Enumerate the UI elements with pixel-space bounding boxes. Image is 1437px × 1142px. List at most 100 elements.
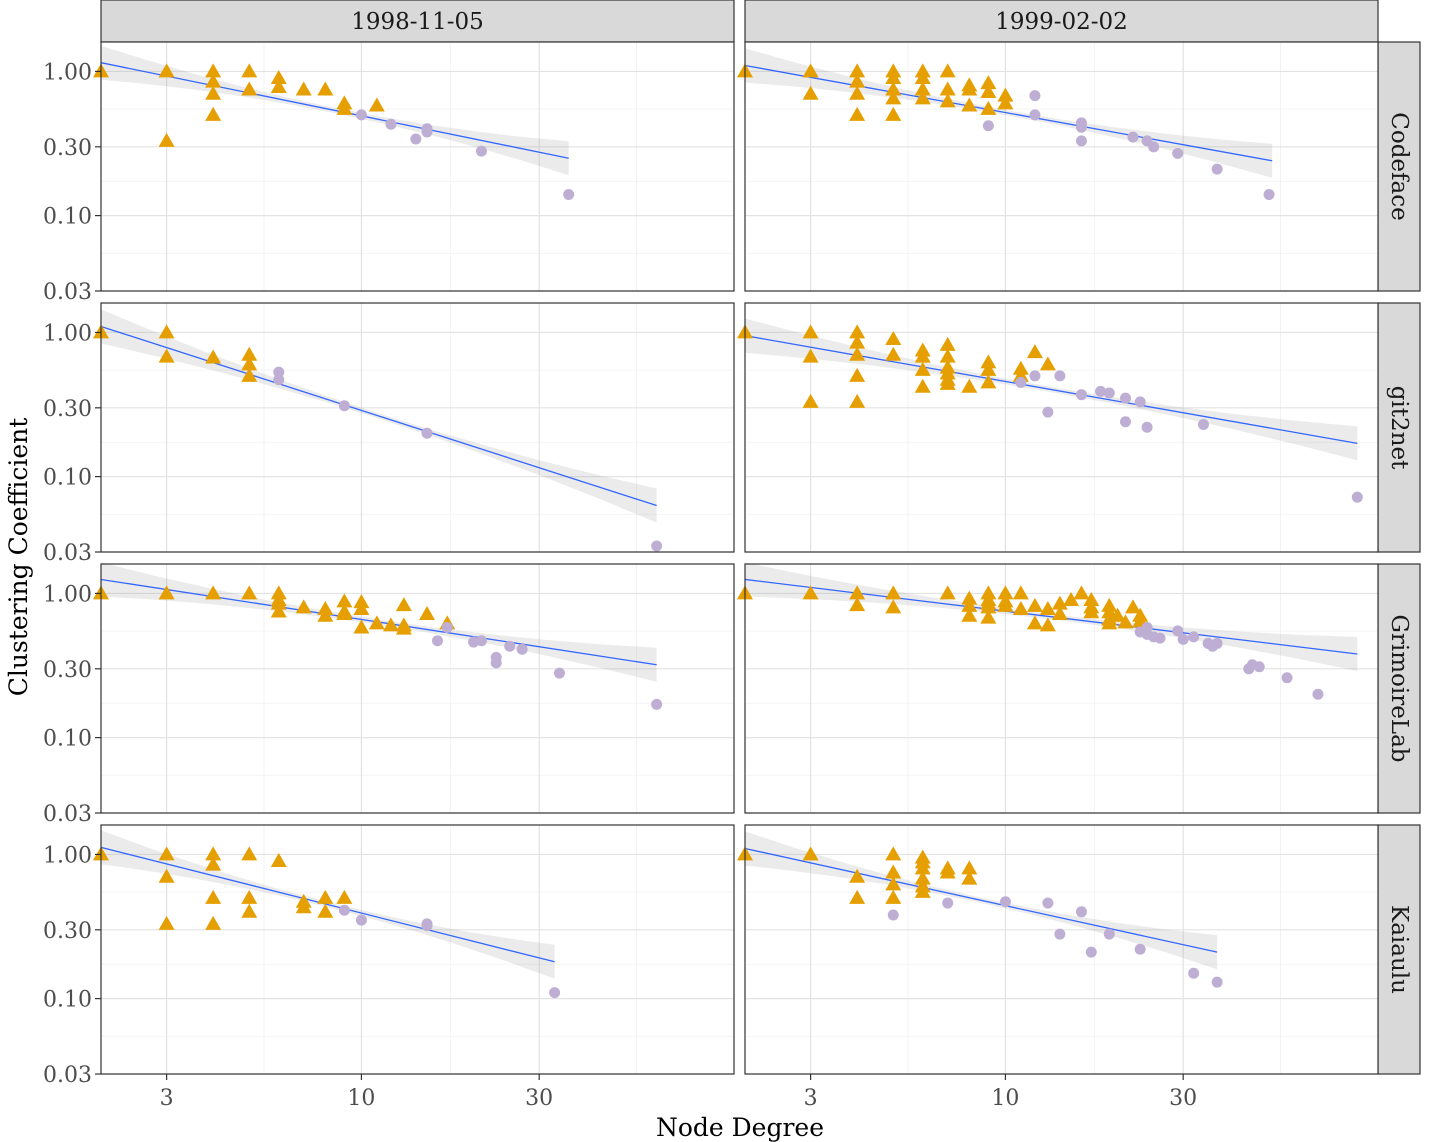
data-point-triangle <box>849 106 866 121</box>
data-point-circle <box>1141 421 1153 433</box>
data-point-circle <box>1127 131 1139 143</box>
data-point-triangle <box>885 106 902 121</box>
data-point-circle <box>504 640 516 652</box>
data-point-triangle <box>885 876 902 891</box>
data-point-circle <box>1029 370 1041 382</box>
data-point-triangle <box>1117 614 1134 629</box>
data-point-triangle <box>158 348 175 363</box>
x-axes: 3 10 30 3 10 30 <box>160 1074 1197 1111</box>
panel-border <box>100 563 735 814</box>
data-point-circle <box>1312 688 1324 700</box>
panels <box>93 41 1379 1075</box>
y-axes: 0.03 0.10 0.30 1.00 0.03 0.10 0.30 1.00 0.03 0.10… <box>43 60 101 1088</box>
data-point-triangle <box>939 864 956 879</box>
data-point-triangle <box>849 868 866 883</box>
data-point-triangle <box>914 378 931 393</box>
x-axis-title: Node Degree <box>656 1113 824 1142</box>
data-point-circle <box>441 622 453 634</box>
data-point-triangle <box>353 619 370 634</box>
panel-border <box>744 563 1379 814</box>
panel-border <box>744 824 1379 1075</box>
data-point-circle <box>1085 946 1097 958</box>
data-point-circle <box>338 904 350 916</box>
data-point-circle <box>1134 396 1146 408</box>
data-point-circle <box>1154 632 1166 644</box>
y-tick-label: 0.10 <box>43 205 92 230</box>
data-point-triangle <box>270 603 287 618</box>
data-point-triangle <box>1109 607 1126 622</box>
data-point-circle <box>1211 637 1223 649</box>
y-tick-label: 0.03 <box>43 1063 92 1088</box>
panel-background <box>745 825 1378 1074</box>
data-point-triangle <box>961 590 978 605</box>
data-point-circle <box>1075 389 1087 401</box>
panel-border <box>744 41 1379 292</box>
data-point-triangle <box>1083 604 1100 619</box>
fit-line <box>100 325 657 507</box>
fit-line <box>744 578 1358 655</box>
data-point-triangle <box>849 889 866 904</box>
data-point-triangle <box>849 324 866 339</box>
data-point-triangle <box>997 87 1014 102</box>
data-point-triangle <box>317 607 334 622</box>
data-point-triangle <box>1051 606 1068 621</box>
data-point-triangle <box>980 361 997 376</box>
data-point-triangle <box>1012 360 1029 375</box>
data-point-circle <box>1197 418 1209 430</box>
data-point-triangle <box>382 617 399 632</box>
data-point-circle <box>1054 370 1066 382</box>
data-point-triangle <box>241 889 258 904</box>
data-point-triangle <box>395 597 412 612</box>
data-point-triangle <box>1039 617 1056 632</box>
panel-Kaiaulu-1999-02-02 <box>737 824 1379 1075</box>
data-point-circle <box>1134 943 1146 955</box>
data-point-triangle <box>241 367 258 382</box>
data-point-triangle <box>317 889 334 904</box>
data-point-triangle <box>939 63 956 78</box>
data-point-circle <box>1141 622 1153 634</box>
data-point-triangle <box>914 860 931 875</box>
panel-Kaiaulu-1998-11-05 <box>93 824 735 1075</box>
data-point-circle <box>1029 109 1041 121</box>
panel-git2net-1998-11-05 <box>93 302 735 553</box>
data-point-triangle <box>158 132 175 147</box>
data-point-triangle <box>802 348 819 363</box>
y-tick-label: 0.10 <box>43 727 92 752</box>
data-point-triangle <box>961 97 978 112</box>
data-point-triangle <box>997 95 1014 110</box>
data-point-triangle <box>205 63 222 78</box>
data-point-circle <box>1281 672 1293 684</box>
data-point-circle <box>1253 661 1265 673</box>
data-point-triangle <box>997 597 1014 612</box>
row-strips: Codeface git2net GrimoireLab Kaiaulu <box>1377 41 1421 1075</box>
x-tick-label: 10 <box>347 1086 375 1111</box>
data-point-triangle <box>336 606 353 621</box>
data-point-triangle <box>961 597 978 612</box>
data-point-circle <box>1103 928 1115 940</box>
data-point-circle <box>516 643 528 655</box>
data-point-circle <box>999 896 1011 908</box>
data-point-circle <box>273 366 285 378</box>
data-point-triangle <box>849 346 866 361</box>
data-point-triangle <box>158 846 175 861</box>
x-tick-label: 3 <box>804 1086 818 1111</box>
data-point-triangle <box>1051 595 1068 610</box>
data-point-triangle <box>1026 344 1043 359</box>
y-tick-label: 0.30 <box>43 136 92 161</box>
y-tick-label: 0.30 <box>43 919 92 944</box>
data-point-circle <box>1119 392 1131 404</box>
data-point-circle <box>421 427 433 439</box>
data-point-triangle <box>980 599 997 614</box>
data-point-circle <box>1075 906 1087 918</box>
data-point-triangle <box>939 93 956 108</box>
data-point-circle <box>887 909 899 921</box>
data-point-triangle <box>1101 604 1118 619</box>
data-point-triangle <box>849 585 866 600</box>
panel-background <box>745 42 1378 291</box>
data-point-circle <box>1054 928 1066 940</box>
data-point-circle <box>475 635 487 647</box>
data-point-triangle <box>802 324 819 339</box>
data-point-triangle <box>241 846 258 861</box>
panel-background <box>745 303 1378 552</box>
data-point-triangle <box>802 393 819 408</box>
